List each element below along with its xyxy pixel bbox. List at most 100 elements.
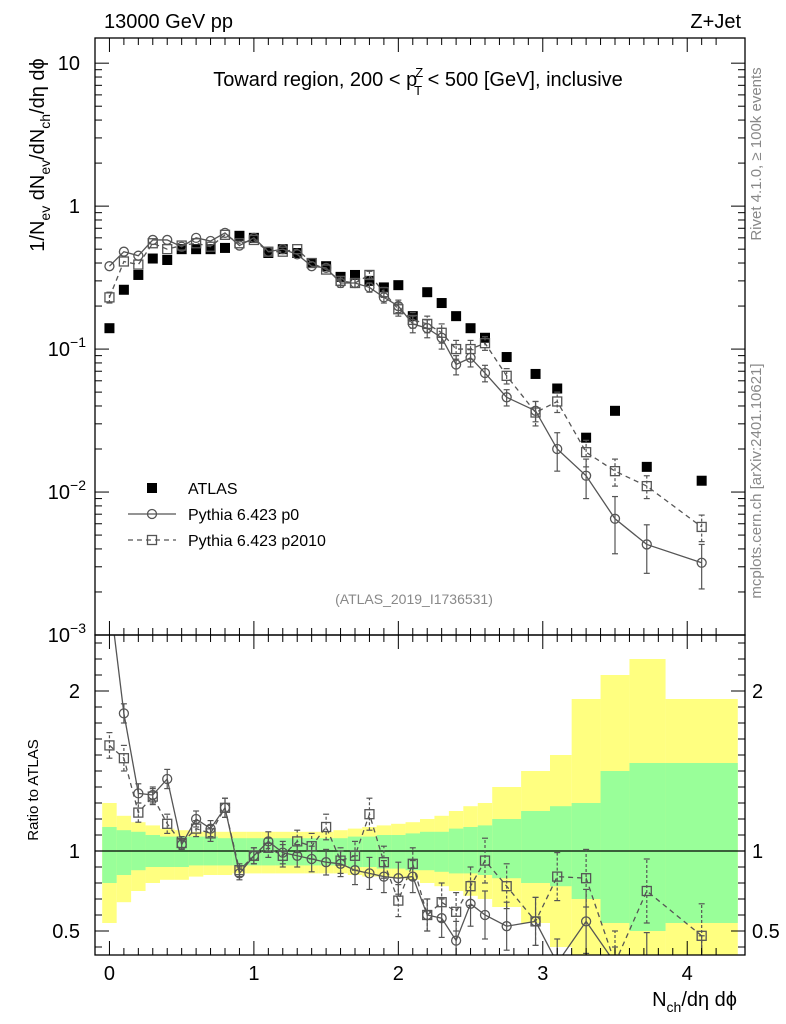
- main-p2010-point: [176, 240, 187, 251]
- title-sub: T: [414, 83, 422, 98]
- main-atlas-point: [205, 244, 216, 255]
- legend-atlas-marker: [147, 483, 157, 493]
- ratio-band-inner: [492, 819, 522, 879]
- main-p2010-point: [422, 318, 433, 330]
- legend: ATLAS Pythia 6.423 p0 Pythia 6.423 p2010: [128, 481, 326, 550]
- legend-p0-label: Pythia 6.423 p0: [188, 507, 299, 524]
- main-p2010-point: [277, 246, 288, 257]
- main-atlas-point: [104, 323, 115, 334]
- ratio-band-inner: [217, 838, 233, 866]
- x-tick-label: 1: [248, 963, 259, 985]
- rivet-version-label: Rivet 4.1.0, ≥ 100k events: [748, 67, 765, 240]
- main-atlas-point: [641, 461, 652, 472]
- main-p2010-point: [580, 447, 592, 458]
- ratio-p2010-point: [219, 802, 231, 813]
- main-p2010-point: [407, 314, 418, 326]
- ratio-p0-point: [553, 959, 562, 968]
- main-atlas-point: [147, 253, 158, 264]
- ratio-band-inner: [174, 836, 189, 867]
- main-p0-line: [108, 232, 702, 564]
- ratio-p2010-point: [349, 850, 361, 861]
- main-p2010-point: [104, 292, 115, 303]
- main-p2010-point: [364, 269, 375, 281]
- main-p2010-point: [479, 338, 491, 349]
- main-atlas-point: [306, 258, 317, 269]
- main-p2010-point: [118, 256, 130, 267]
- main-p0-point: [479, 367, 491, 379]
- main-atlas-point: [451, 311, 462, 322]
- ratio-p2010-point: [393, 895, 404, 906]
- main-atlas-point: [581, 432, 592, 443]
- x-axis-label: Nch/dη dϕ: [652, 989, 737, 1015]
- main-p0-point: [580, 470, 592, 481]
- main-atlas-point: [234, 230, 245, 241]
- ratio-p0-point: [479, 909, 491, 921]
- ratio-band-inner: [600, 771, 630, 923]
- main-p2010-point: [234, 238, 245, 249]
- main-p0-point: [609, 513, 621, 524]
- ratio-panel: 0.5 0.5 1 1 2 2 0 1 2 3 4: [52, 634, 780, 985]
- main-p2010-point: [147, 238, 158, 249]
- ratio-p2010-point: [133, 807, 144, 818]
- main-y-tick-label: 10: [58, 53, 80, 75]
- legend-atlas-label: ATLAS: [188, 481, 238, 498]
- ratio-p2010-point: [190, 823, 202, 834]
- ratio-p2010-point: [611, 959, 620, 968]
- ratio-p0-point: [118, 708, 130, 719]
- ratio-p0-point: [393, 873, 404, 884]
- main-p0-point: [552, 443, 563, 455]
- main-p0-point: [696, 557, 707, 568]
- main-p2010-point: [219, 229, 231, 240]
- ratio-p2010-point: [320, 821, 332, 833]
- main-atlas-point: [530, 368, 541, 379]
- ratio-p0-point: [320, 857, 332, 868]
- main-p2010-point: [436, 327, 447, 338]
- ratio-p2010-point: [530, 916, 541, 927]
- ratio-p2010-point: [696, 930, 707, 941]
- legend-p2010-label: Pythia 6.423 p2010: [188, 533, 326, 550]
- main-atlas-point: [133, 269, 144, 280]
- main-y-tick-label: 10−3: [48, 620, 86, 647]
- main-atlas-point: [118, 284, 129, 295]
- legend-p0-marker: [146, 508, 158, 520]
- main-p0-point: [641, 539, 652, 550]
- main-p2010-point: [641, 480, 652, 492]
- main-atlas-point: [350, 269, 360, 280]
- legend-p2010-marker: [146, 534, 158, 546]
- ratio-p2010-point: [162, 818, 173, 829]
- ratio-band-inner: [521, 811, 550, 883]
- main-p2010-point: [393, 304, 404, 315]
- ratio-p0-point: [349, 865, 361, 876]
- ratio-frame: [94, 634, 746, 956]
- main-p2010-point: [530, 407, 541, 418]
- ratio-p2010-point: [465, 881, 476, 892]
- ratio-band-inner: [102, 827, 117, 883]
- main-p2010-point: [335, 275, 346, 287]
- main-p2010-point: [320, 264, 332, 275]
- ratio-p2010-point: [422, 909, 433, 921]
- main-atlas-point: [422, 287, 433, 298]
- main-p2010-point: [501, 370, 512, 381]
- main-p2010-point: [162, 244, 173, 255]
- ratio-p2010-point: [205, 828, 216, 839]
- ratio-band-inner: [550, 806, 572, 887]
- main-atlas-point: [191, 244, 202, 255]
- ratio-p2010-point: [277, 850, 288, 861]
- ratio-band-inner: [362, 836, 377, 867]
- main-p0-point: [190, 232, 202, 243]
- main-y-axis-label: 1/Nev dNev/dNch/dη dϕ: [27, 58, 53, 251]
- main-atlas-point: [263, 248, 274, 259]
- ratio-p2010-point: [306, 841, 317, 852]
- ratio-p2010-point: [364, 809, 375, 820]
- main-atlas-point: [501, 352, 512, 363]
- ratio-p2010-point: [407, 858, 418, 869]
- ratio-p2010-point: [292, 836, 303, 847]
- ratio-p2010-point: [479, 855, 491, 866]
- main-p2010-line: [108, 234, 703, 528]
- ratio-p0-point: [580, 916, 592, 927]
- ratio-p2010-point: [580, 873, 592, 884]
- ratio-y-tick-label: 2: [69, 681, 80, 703]
- main-p0-point: [104, 261, 115, 272]
- main-p2010-point: [190, 238, 202, 249]
